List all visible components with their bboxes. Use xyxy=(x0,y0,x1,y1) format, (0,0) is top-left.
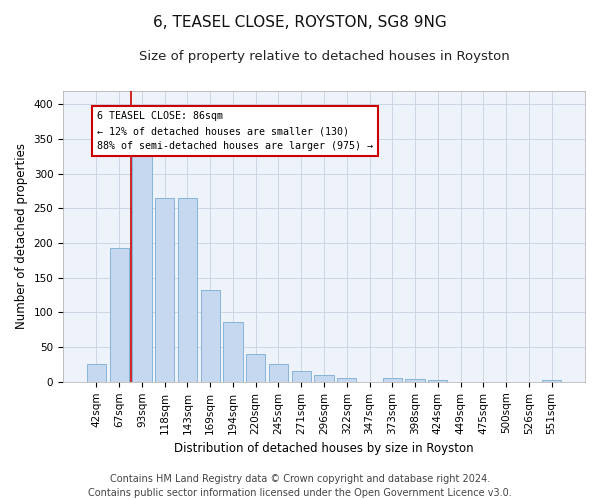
Bar xyxy=(246,354,265,382)
X-axis label: Distribution of detached houses by size in Royston: Distribution of detached houses by size … xyxy=(174,442,474,455)
Bar xyxy=(155,198,175,382)
Text: Contains HM Land Registry data © Crown copyright and database right 2024.
Contai: Contains HM Land Registry data © Crown c… xyxy=(88,474,512,498)
Bar xyxy=(428,380,448,382)
Bar xyxy=(292,372,311,382)
Bar xyxy=(542,380,561,382)
Bar xyxy=(383,378,402,382)
Bar xyxy=(223,322,242,382)
Bar xyxy=(87,364,106,382)
Bar xyxy=(337,378,356,382)
Title: Size of property relative to detached houses in Royston: Size of property relative to detached ho… xyxy=(139,50,509,63)
Bar xyxy=(200,290,220,382)
Text: 6, TEASEL CLOSE, ROYSTON, SG8 9NG: 6, TEASEL CLOSE, ROYSTON, SG8 9NG xyxy=(153,15,447,30)
Bar xyxy=(132,154,152,382)
Bar xyxy=(406,379,425,382)
Bar xyxy=(314,375,334,382)
Y-axis label: Number of detached properties: Number of detached properties xyxy=(15,143,28,329)
Bar xyxy=(110,248,129,382)
Bar xyxy=(269,364,288,382)
Text: 6 TEASEL CLOSE: 86sqm
← 12% of detached houses are smaller (130)
88% of semi-det: 6 TEASEL CLOSE: 86sqm ← 12% of detached … xyxy=(97,112,373,151)
Bar xyxy=(178,198,197,382)
